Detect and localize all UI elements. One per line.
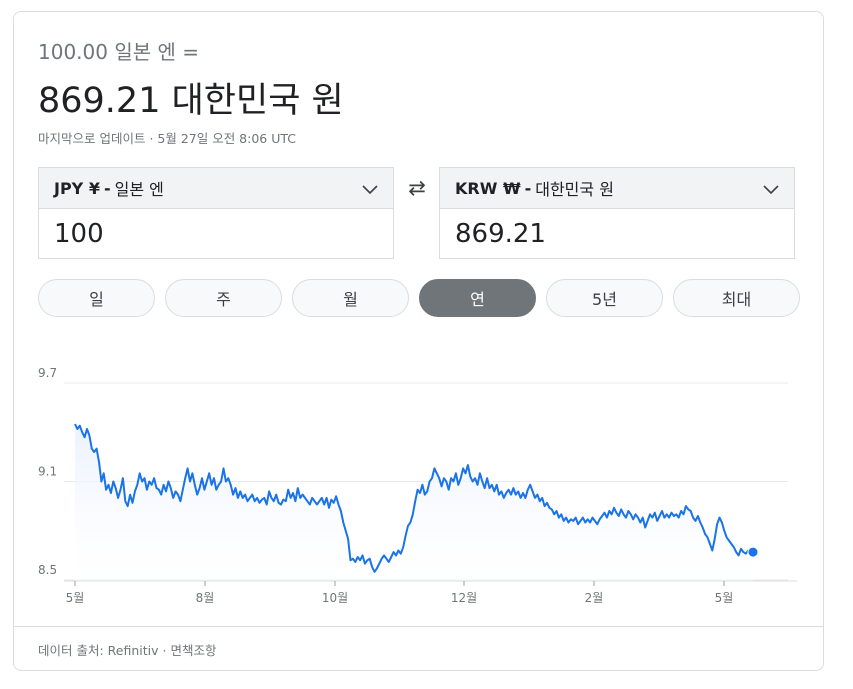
- exchange-rate-chart[interactable]: 9.7 9.1 8.5 5월 8월 10월 12월 2월 5월: [0, 355, 853, 615]
- x-tick-label: 5월: [715, 591, 734, 605]
- tab-week[interactable]: 주: [165, 279, 282, 317]
- to-currency-select[interactable]: KRW ₩ - 대한민국 원: [440, 168, 794, 209]
- time-range-tabs: 일 주 월 연 5년 최대: [0, 279, 853, 319]
- to-amount-input[interactable]: 869.21: [455, 219, 546, 249]
- last-updated-text: 마지막으로 업데이트 · 5월 27일 오전 8:06 UTC: [38, 131, 296, 146]
- series-line: [74, 423, 753, 573]
- conversion-result: 869.21 대한민국 원: [38, 81, 344, 121]
- from-currency-separator: -: [103, 178, 111, 198]
- from-currency-box: JPY ¥ - 일본 엔 100: [38, 167, 394, 259]
- disclaimer-link[interactable]: 면책조항: [170, 643, 217, 658]
- from-currency-name: 일본 엔: [114, 180, 164, 199]
- x-tick-label: 8월: [196, 591, 215, 605]
- swap-currencies-icon[interactable]: ⇄: [408, 176, 426, 200]
- tab-5-years[interactable]: 5년: [546, 279, 663, 317]
- y-tick-label: 9.1: [38, 465, 57, 479]
- series-area: [75, 424, 753, 581]
- data-source-text: 데이터 출처: Refinitiv: [38, 643, 159, 658]
- x-tick-label: 10월: [322, 591, 348, 605]
- tab-year[interactable]: 연: [419, 279, 536, 317]
- to-currency-separator: -: [524, 178, 532, 198]
- x-tick-label: 5월: [66, 591, 85, 605]
- footer: 데이터 출처: Refinitiv · 면책조항: [38, 640, 216, 659]
- footer-divider: [14, 626, 823, 627]
- to-currency-name: 대한민국 원: [535, 180, 614, 199]
- footer-separator: ·: [162, 643, 167, 658]
- chevron-down-icon: [362, 185, 378, 195]
- x-tick-label: 2월: [585, 591, 604, 605]
- from-amount-input[interactable]: 100: [54, 219, 104, 249]
- from-currency-code: JPY ¥: [54, 178, 100, 198]
- tab-max[interactable]: 최대: [673, 279, 800, 317]
- to-currency-box: KRW ₩ - 대한민국 원 869.21: [439, 167, 795, 259]
- tab-month[interactable]: 월: [292, 279, 409, 317]
- tab-day[interactable]: 일: [38, 279, 155, 317]
- y-tick-label: 9.7: [38, 366, 57, 380]
- y-tick-label: 8.5: [38, 563, 57, 577]
- to-currency-code: KRW ₩: [455, 178, 521, 198]
- x-tick-label: 12월: [451, 591, 477, 605]
- current-point-marker: [747, 546, 759, 558]
- chevron-down-icon: [763, 185, 779, 195]
- from-currency-select[interactable]: JPY ¥ - 일본 엔: [39, 168, 393, 209]
- conversion-from-line: 100.00 일본 엔 =: [38, 40, 200, 64]
